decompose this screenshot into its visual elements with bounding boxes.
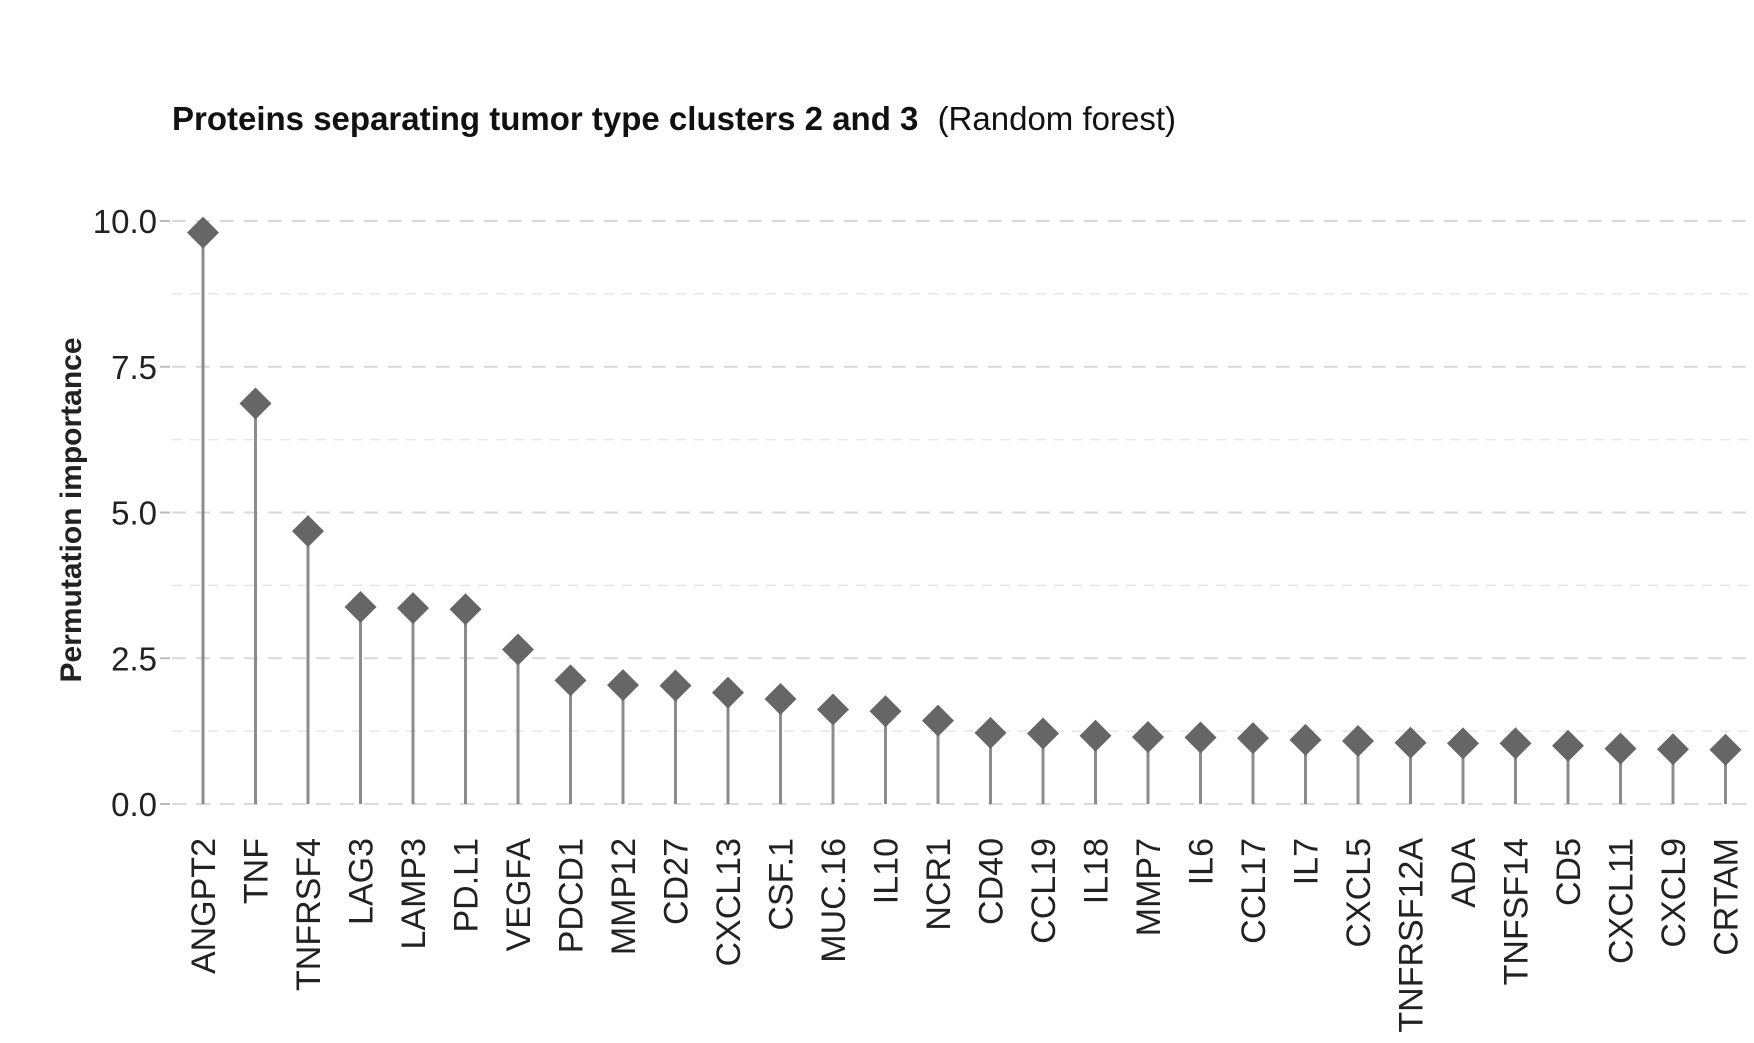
x-tick-label: IL6 — [1183, 838, 1221, 885]
x-tick-label: CXCL11 — [1603, 838, 1641, 964]
point-pdcd1 — [554, 664, 587, 697]
y-tick-label: 0.0 — [111, 786, 157, 823]
x-tick-label: CXCL9 — [1655, 838, 1693, 948]
x-tick-label: NCR1 — [920, 838, 958, 931]
point-cxcl13 — [712, 676, 744, 709]
x-tick-label: CXCL13 — [710, 838, 748, 967]
point-il7 — [1289, 723, 1322, 756]
stems — [201, 232, 1727, 804]
points — [187, 216, 1742, 766]
point-il6 — [1184, 721, 1217, 754]
point-tnfrsf12a — [1394, 726, 1427, 759]
x-tick-label: MMP12 — [605, 838, 643, 955]
x-tick-label: CCL17 — [1235, 838, 1273, 944]
x-tick-label: MUC.16 — [815, 838, 853, 963]
point-cxcl11 — [1604, 732, 1637, 765]
x-axis-ticks: ANGPT2 TNF TNFRSF4 LAG3 LAMP3 PD.L1 VEGFA PDCD1… — [185, 838, 1746, 1033]
point-muc-16 — [817, 693, 849, 726]
x-tick-label: PD.L1 — [448, 838, 486, 933]
point-lamp3 — [397, 592, 429, 625]
point-mmp7 — [1132, 720, 1164, 753]
point-tnfsf14 — [1499, 727, 1532, 760]
point-tnf — [239, 387, 272, 420]
y-axis-label: Permutation importance — [55, 337, 88, 682]
x-tick-label: ANGPT2 — [185, 838, 223, 974]
x-tick-label: MMP7 — [1130, 838, 1168, 936]
x-tick-label: CCL19 — [1025, 838, 1063, 944]
point-il10 — [869, 695, 902, 728]
point-csf-1 — [764, 683, 797, 716]
point-crtam — [1709, 733, 1742, 766]
x-tick-label: ADA — [1445, 838, 1483, 908]
x-tick-label: CD27 — [658, 838, 696, 925]
x-tick-label: PDCD1 — [553, 838, 591, 953]
chart-title: Proteins separating tumor type clusters … — [172, 100, 1176, 137]
chart-subtitle: (Random forest) — [938, 100, 1176, 137]
x-tick-label: IL18 — [1078, 838, 1116, 904]
point-pd-l1 — [449, 593, 482, 626]
point-cd27 — [659, 669, 692, 702]
x-tick-label: TNFSF14 — [1498, 838, 1536, 985]
x-tick-label: TNFRSF12A — [1393, 838, 1431, 1033]
point-il18 — [1079, 719, 1112, 752]
point-cxcl5 — [1342, 725, 1374, 758]
point-mmp12 — [607, 669, 639, 702]
y-tick-label: 7.5 — [111, 349, 157, 386]
x-tick-label: LAG3 — [343, 838, 381, 925]
x-tick-label: CD5 — [1550, 838, 1588, 906]
y-tick-label: 2.5 — [111, 640, 157, 677]
point-cd40 — [974, 716, 1007, 749]
y-axis-ticks: 0.0 2.5 5.0 7.5 10.0 — [93, 203, 170, 823]
point-angpt2 — [187, 216, 219, 249]
x-tick-label: CSF.1 — [763, 838, 801, 931]
point-lag3 — [344, 590, 377, 623]
x-tick-label: IL10 — [868, 838, 906, 904]
grid — [172, 220, 1754, 805]
chart-title-main: Proteins separating tumor type clusters … — [172, 100, 918, 137]
x-tick-label: VEGFA — [500, 838, 538, 952]
x-tick-label: TNF — [238, 838, 276, 904]
x-tick-label: CXCL5 — [1340, 838, 1378, 948]
x-tick-label: LAMP3 — [395, 838, 433, 950]
y-tick-label: 10.0 — [93, 203, 157, 240]
x-tick-label: CD40 — [973, 838, 1011, 925]
point-vegfa — [502, 633, 534, 666]
point-ncr1 — [922, 704, 954, 737]
point-ada — [1447, 727, 1479, 760]
x-tick-label: CRTAM — [1708, 838, 1746, 956]
point-tnfrsf4 — [292, 515, 324, 548]
point-ccl19 — [1027, 717, 1059, 750]
point-cd5 — [1552, 729, 1584, 762]
x-tick-label: TNFRSF4 — [290, 838, 328, 991]
point-cxcl9 — [1657, 733, 1689, 766]
point-ccl17 — [1237, 722, 1269, 755]
y-tick-label: 5.0 — [111, 495, 157, 532]
x-tick-label: IL7 — [1288, 838, 1326, 885]
